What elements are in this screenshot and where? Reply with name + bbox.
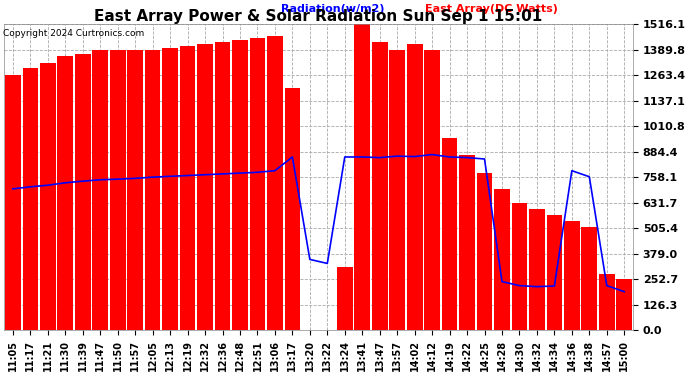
Bar bbox=[442, 138, 457, 330]
Text: East Array(DC Watts): East Array(DC Watts) bbox=[426, 4, 558, 13]
Bar bbox=[284, 88, 300, 330]
Text: Copyright 2024 Curtronics.com: Copyright 2024 Curtronics.com bbox=[3, 28, 145, 38]
Bar bbox=[616, 279, 632, 330]
Bar bbox=[389, 50, 405, 330]
Text: Radiation(w/m2): Radiation(w/m2) bbox=[281, 4, 384, 13]
Bar bbox=[57, 56, 73, 330]
Bar bbox=[179, 46, 195, 330]
Bar bbox=[232, 40, 248, 330]
Bar bbox=[215, 42, 230, 330]
Bar bbox=[546, 215, 562, 330]
Bar bbox=[128, 50, 143, 330]
Bar bbox=[110, 50, 126, 330]
Bar bbox=[599, 273, 615, 330]
Bar bbox=[92, 50, 108, 330]
Bar bbox=[564, 221, 580, 330]
Bar bbox=[162, 48, 178, 330]
Bar bbox=[372, 42, 388, 330]
Bar bbox=[582, 227, 597, 330]
Bar bbox=[145, 50, 161, 330]
Bar bbox=[477, 173, 493, 330]
Bar bbox=[459, 154, 475, 330]
Bar bbox=[407, 44, 422, 330]
Bar bbox=[40, 63, 56, 330]
Bar bbox=[424, 50, 440, 330]
Bar bbox=[494, 189, 510, 330]
Bar bbox=[529, 209, 545, 330]
Bar bbox=[23, 68, 38, 330]
Bar bbox=[75, 54, 90, 330]
Bar bbox=[511, 203, 527, 330]
Title: East Array Power & Solar Radiation Sun Sep 1 15:01: East Array Power & Solar Radiation Sun S… bbox=[95, 9, 543, 24]
Bar bbox=[337, 267, 353, 330]
Bar bbox=[197, 44, 213, 330]
Bar bbox=[355, 24, 370, 330]
Bar bbox=[5, 75, 21, 330]
Bar bbox=[250, 38, 265, 330]
Bar bbox=[267, 36, 283, 330]
